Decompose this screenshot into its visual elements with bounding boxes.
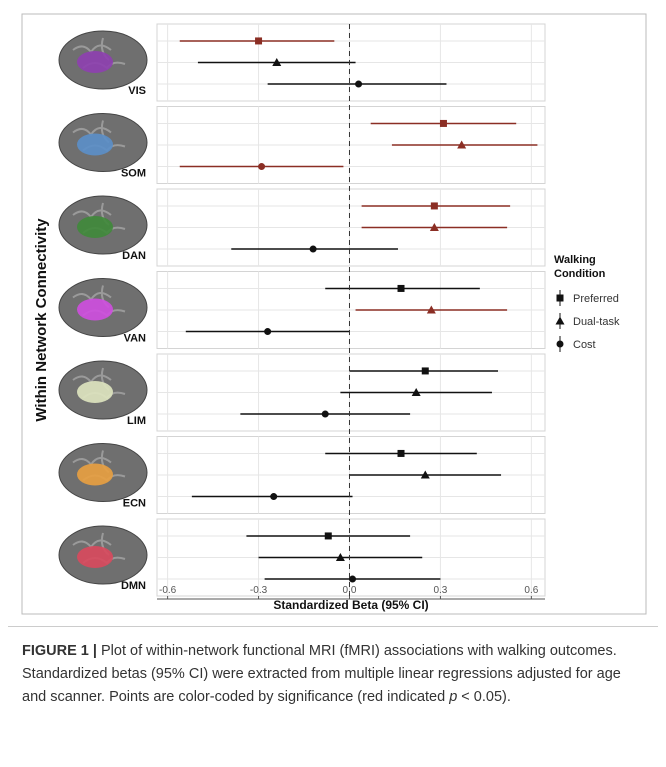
legend-title: Condition xyxy=(554,268,606,280)
point xyxy=(324,532,332,540)
caption-text: Plot of within-network functional MRI (f… xyxy=(22,643,621,705)
point xyxy=(255,37,263,45)
legend-label: Preferred xyxy=(573,293,619,305)
point xyxy=(411,388,421,396)
point xyxy=(272,58,282,66)
y-axis-label: Within Network Connectivity xyxy=(33,218,50,422)
panel-label: SOM xyxy=(121,168,146,180)
point xyxy=(439,119,447,127)
brain-region xyxy=(77,546,113,568)
caption: FIGURE 1 | Plot of within-network functi… xyxy=(22,640,646,709)
caption-end: < 0.05). xyxy=(457,689,511,705)
caption-rule xyxy=(8,626,658,627)
x-axis-label: Standardized Beta (95% CI) xyxy=(273,598,428,612)
point xyxy=(421,367,429,375)
x-tick-label: 0.0 xyxy=(343,585,357,596)
panel-label: VIS xyxy=(128,85,146,97)
brain-region xyxy=(77,298,113,321)
point xyxy=(270,493,278,501)
legend-label: Cost xyxy=(573,339,596,351)
point xyxy=(397,449,405,457)
brain-region xyxy=(77,381,113,403)
point xyxy=(420,470,430,479)
x-tick-label: -0.3 xyxy=(250,585,268,596)
x-tick-label: 0.3 xyxy=(433,585,447,596)
brain-region xyxy=(77,51,113,73)
point xyxy=(349,575,357,583)
point xyxy=(258,163,266,171)
legend-title: Walking xyxy=(554,254,596,266)
panel-label: DAN xyxy=(122,250,146,262)
point xyxy=(430,202,438,210)
point xyxy=(429,223,439,231)
panel-label: LIM xyxy=(127,415,146,427)
legend-label: Dual-task xyxy=(573,316,620,328)
point xyxy=(426,305,436,314)
point xyxy=(309,245,317,253)
caption-label: FIGURE 1 | xyxy=(22,643,97,659)
panel-label: ECN xyxy=(123,498,146,510)
figure-frame xyxy=(21,13,647,615)
caption-p: p xyxy=(449,689,458,705)
x-tick-label: -0.6 xyxy=(159,585,177,596)
figure: Within Network Connectivity Standardized… xyxy=(21,13,647,615)
panel-label: DMN xyxy=(121,580,146,592)
point xyxy=(397,284,405,292)
point xyxy=(335,553,345,561)
x-tick-label: 0.6 xyxy=(524,585,538,596)
point xyxy=(264,328,272,336)
panel-label: VAN xyxy=(124,333,146,345)
point xyxy=(321,410,329,418)
point xyxy=(355,80,363,88)
brain-region xyxy=(77,216,113,238)
brain-region xyxy=(77,463,113,486)
brain-region xyxy=(77,133,113,156)
point xyxy=(457,140,467,149)
